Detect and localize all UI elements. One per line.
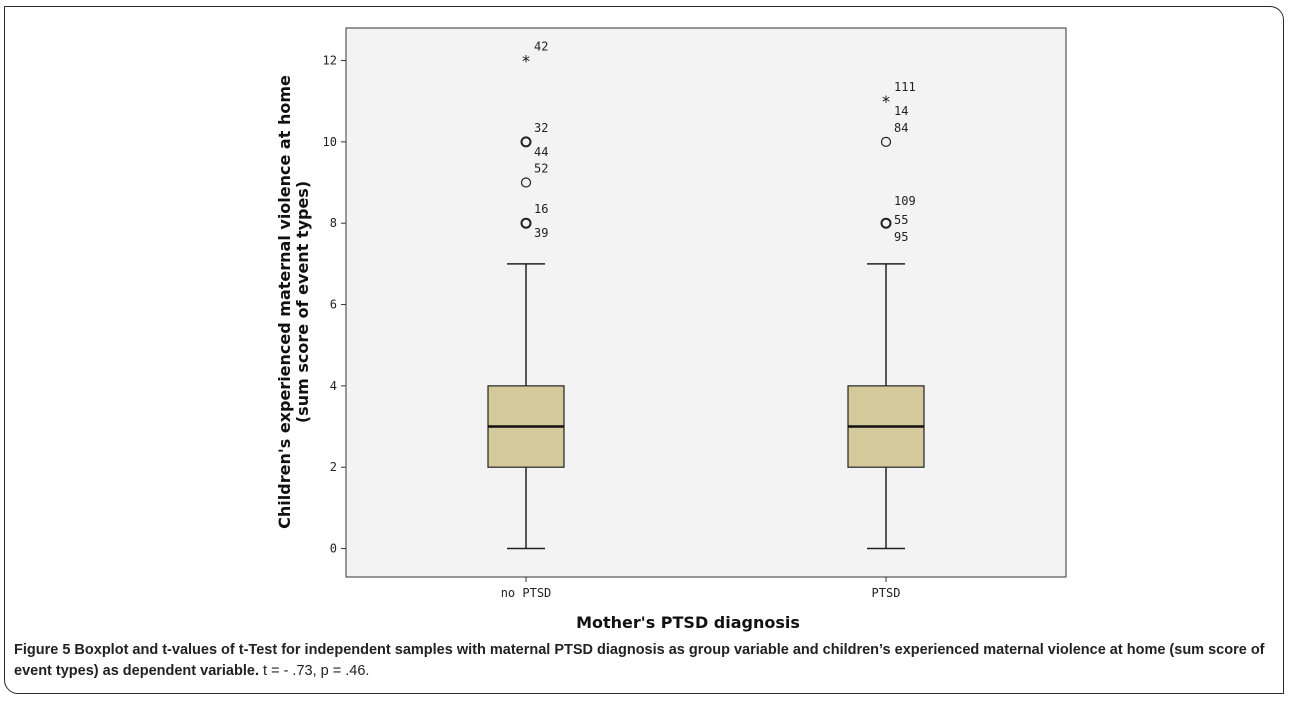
- plot-area: [345, 27, 1067, 578]
- box-group: * 111 14 84 109 55 95: [847, 80, 925, 550]
- outlier-circle: [520, 217, 532, 229]
- x-tick-label: PTSD: [872, 586, 901, 600]
- y-tick-label: 4: [330, 379, 337, 393]
- figure-caption: Figure 5 Boxplot and t-values of t-Test …: [14, 640, 1276, 682]
- figure-frame: [4, 6, 1284, 694]
- boxes: * 42 32 44 52 16 39 * 111 14 84 109 55 95: [487, 40, 925, 550]
- y-tick-label: 8: [330, 216, 337, 230]
- caption-statistics: t = - .73, p = .46.: [258, 663, 370, 679]
- outlier-case-label: 42: [534, 40, 548, 54]
- caption-lead: Figure 5 Boxplot and t-values of t-Test …: [14, 642, 1265, 679]
- x-tick-label: no PTSD: [501, 586, 552, 600]
- outlier-circle: [520, 177, 532, 188]
- y-axis: 0 2 4 6 8 10 12: [323, 54, 346, 556]
- outlier-circle: [880, 217, 892, 229]
- outlier-case-label: 95: [894, 230, 908, 244]
- boxplot-chart: 0 2 4 6 8 10 12 no PTSD PTSD * 42 32 44 52 16 39 * 111 1…: [275, 27, 1067, 632]
- outlier-case-label: 55: [894, 213, 908, 227]
- outlier-case-label: 14: [894, 104, 908, 118]
- outlier-case-label: 16: [534, 202, 548, 216]
- outlier-case-label: 84: [894, 121, 908, 135]
- box-group: * 42 32 44 52 16 39: [487, 40, 565, 550]
- y-tick-label: 0: [330, 542, 337, 556]
- x-axis-label: Mother's PTSD diagnosis: [576, 613, 800, 632]
- y-tick-label: 10: [323, 135, 337, 149]
- outlier-circle: [880, 136, 892, 147]
- y-tick-label: 2: [330, 460, 337, 474]
- outlier-case-label: 109: [894, 194, 916, 208]
- outlier-case-label: 111: [894, 80, 916, 94]
- x-axis: no PTSD PTSD: [501, 577, 901, 600]
- y-tick-label: 12: [323, 54, 337, 68]
- extreme-outlier-star: *: [882, 92, 890, 111]
- y-axis-label-line2: (sum score of event types): [293, 181, 312, 423]
- y-tick-label: 6: [330, 298, 337, 312]
- outlier-case-label: 44: [534, 145, 548, 159]
- outlier-case-label: 52: [534, 162, 548, 176]
- outlier-case-label: 32: [534, 121, 548, 135]
- y-axis-label-line1: Children's experienced maternal violence…: [275, 75, 294, 529]
- outlier-circle: [520, 136, 532, 148]
- outlier-case-label: 39: [534, 226, 548, 240]
- extreme-outlier-star: *: [522, 52, 530, 71]
- y-axis-label: Children's experienced maternal violence…: [275, 75, 312, 529]
